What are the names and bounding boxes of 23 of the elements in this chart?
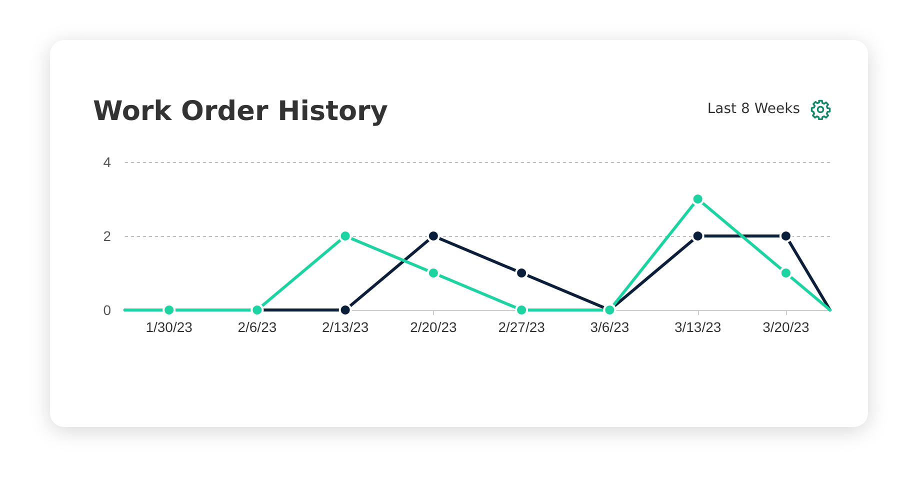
x-tick-label: 3/20/23 (762, 319, 810, 335)
x-tick-label: 3/13/23 (674, 319, 722, 335)
chart-title: Work Order History (93, 96, 388, 127)
point (338, 230, 352, 242)
point (426, 230, 440, 242)
point (515, 266, 528, 280)
x-tick-label: 2/27/23 (498, 319, 546, 335)
x-tick-label: 2/20/23 (410, 319, 457, 335)
point (426, 266, 440, 280)
point (779, 266, 792, 280)
point (779, 230, 792, 242)
y-tick-label: 4 (103, 154, 112, 170)
point (691, 192, 704, 206)
point (515, 304, 528, 316)
x-tick-label: 2/13/23 (322, 319, 369, 335)
x-tick-label: 1/30/23 (146, 319, 193, 335)
point (338, 304, 352, 316)
text: Last 8 Weeks (707, 101, 800, 117)
y-tick-label: 2 (103, 228, 112, 244)
point (691, 230, 704, 242)
x-tick-label: 2/6/23 (238, 319, 277, 335)
x-tick-label: 3/6/23 (590, 319, 630, 335)
y-tick-label: 0 (103, 302, 112, 318)
